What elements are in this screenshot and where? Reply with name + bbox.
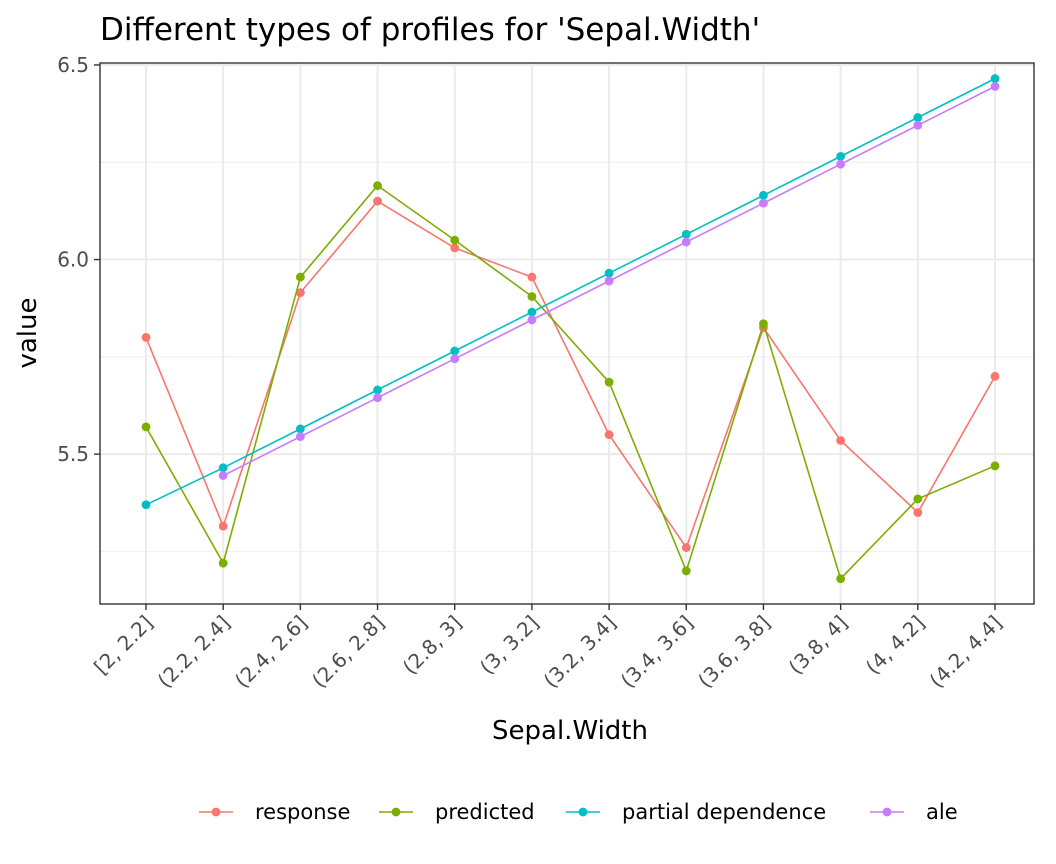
y-tick-label: 6.0 (57, 248, 89, 272)
data-point (913, 508, 923, 517)
legend-label: ale (926, 800, 958, 824)
data-point (681, 237, 691, 247)
legend-item-predicted: predicted (379, 800, 535, 824)
data-point (141, 332, 151, 342)
x-tick-label: (4, 4.2] (861, 611, 929, 679)
legend-label: response (255, 800, 350, 824)
data-point (681, 543, 691, 552)
data-point (373, 181, 382, 191)
grid (100, 63, 1034, 604)
legend-key-point (578, 807, 588, 817)
x-tick-label: (3.8, 4] (784, 611, 852, 679)
x-tick-label: (3.6, 3.8] (693, 611, 775, 693)
data-point (604, 430, 614, 440)
data-point (295, 424, 305, 434)
data-point (990, 74, 1000, 83)
legend-key-point (391, 807, 401, 817)
data-point (527, 315, 537, 325)
data-point (913, 120, 923, 130)
data-point (836, 574, 846, 584)
legend-item-partial-dependence: partial dependence (566, 800, 826, 824)
data-point (218, 521, 228, 531)
series-ale (218, 81, 1000, 480)
x-tick-label: [2, 2.2] (89, 611, 157, 679)
data-point (218, 463, 228, 473)
data-point (295, 272, 305, 282)
y-axis: 5.5 6.0 6.5 (57, 53, 100, 466)
data-point (604, 276, 614, 286)
x-axis: [2, 2.2](2.2, 2.4](2.4, 2.6](2.6, 2.8] (2… (89, 604, 1007, 693)
y-axis-title: value (13, 297, 43, 368)
x-tick-label: (2.6, 2.8] (307, 611, 389, 693)
series-response (141, 196, 1000, 552)
x-tick-label: (2.8, 3] (398, 611, 466, 679)
data-point (527, 292, 537, 301)
data-point (373, 393, 382, 403)
plot-panel-border (99, 62, 1035, 605)
chart-title: Different types of profiles for 'Sepal.W… (100, 12, 760, 48)
data-point (759, 198, 768, 208)
data-point (450, 346, 460, 356)
legend: response predicted partial dependence ale (199, 800, 958, 824)
legend-key-point (211, 807, 221, 817)
x-tick-label: (3, 3.2] (475, 611, 543, 679)
data-point (295, 288, 305, 298)
data-point (681, 229, 691, 239)
data-point (141, 500, 151, 510)
legend-label: partial dependence (622, 800, 826, 824)
data-point (141, 422, 151, 432)
data-point (604, 377, 614, 387)
data-point (527, 272, 537, 282)
data-point (913, 113, 923, 122)
data-point (218, 471, 228, 480)
series-line (145, 77, 996, 506)
data-point (450, 243, 460, 253)
data-point (913, 494, 923, 504)
series-partial-dependence (141, 74, 1000, 510)
x-tick-label: (3.4, 3.6] (616, 611, 698, 693)
data-point (295, 432, 305, 442)
data-point (218, 558, 228, 568)
data-point (681, 566, 691, 576)
data-point (990, 81, 1000, 91)
data-point (604, 268, 614, 278)
data-point (990, 371, 1000, 381)
legend-key-point (882, 807, 892, 817)
data-point (450, 354, 460, 364)
legend-item-ale: ale (870, 800, 958, 824)
data-point (527, 307, 537, 317)
data-point (836, 152, 846, 161)
x-tick-label: (2.2, 2.4] (153, 611, 235, 693)
x-tick-label: (4.2, 4.4] (925, 611, 1007, 693)
series-layer (141, 74, 1000, 584)
data-point (373, 196, 382, 206)
series-predicted (141, 181, 1000, 584)
y-tick-label: 5.5 (57, 442, 89, 466)
data-point (836, 159, 846, 169)
x-tick-label: (3.2, 3.4] (539, 611, 621, 693)
data-point (836, 436, 846, 445)
data-point (759, 190, 768, 200)
x-axis-title: Sepal.Width (492, 716, 648, 746)
data-point (373, 385, 382, 395)
data-point (990, 461, 1000, 471)
data-point (450, 235, 460, 245)
legend-item-response: response (199, 800, 350, 824)
series-line (145, 184, 996, 581)
x-tick-label: (2.4, 2.6] (230, 611, 312, 693)
y-tick-label: 6.5 (57, 53, 89, 77)
series-line (145, 200, 996, 550)
data-point (759, 319, 768, 329)
legend-label: predicted (435, 800, 535, 824)
